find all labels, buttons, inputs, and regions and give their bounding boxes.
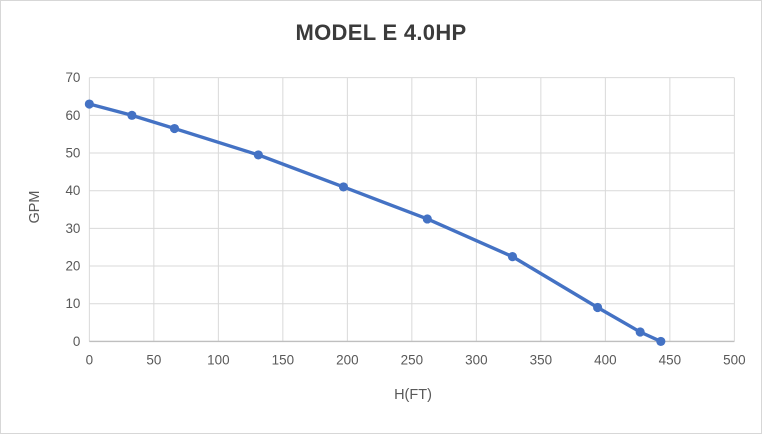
y-tick-label: 0 — [73, 334, 80, 349]
x-tick-label: 50 — [146, 352, 161, 367]
data-point — [593, 302, 603, 313]
x-tick-label: 300 — [465, 352, 487, 367]
y-tick-label: 30 — [65, 221, 80, 236]
chart-title: MODEL E 4.0HP — [295, 20, 467, 45]
x-tick-label: 200 — [336, 352, 358, 367]
x-tick-label: 0 — [86, 352, 93, 367]
y-tick-label: 60 — [65, 108, 80, 123]
data-point — [127, 110, 137, 120]
x-tick-label: 350 — [530, 352, 552, 367]
x-tick-label: 450 — [659, 352, 681, 367]
data-point — [253, 150, 263, 160]
y-axis-title: GPM — [27, 190, 43, 224]
y-tick-label: 40 — [65, 183, 80, 198]
data-series-line — [87, 102, 663, 344]
data-point — [635, 327, 645, 337]
y-tick-label: 10 — [65, 296, 80, 311]
data-point — [338, 182, 349, 192]
data-point — [656, 336, 666, 347]
y-tick-label: 50 — [65, 145, 80, 160]
data-point — [169, 123, 180, 134]
x-axis-title: H(FT) — [394, 387, 432, 403]
x-tick-label: 150 — [272, 352, 294, 367]
y-tick-label: 20 — [65, 259, 80, 274]
x-tick-label: 400 — [594, 352, 616, 367]
data-point — [84, 99, 94, 109]
data-point — [422, 214, 432, 224]
data-point — [507, 252, 518, 262]
y-tick-label: 70 — [65, 70, 80, 85]
x-tick-label: 100 — [207, 352, 229, 367]
x-tick-label: 250 — [401, 352, 423, 367]
x-tick-label: 500 — [723, 352, 745, 367]
